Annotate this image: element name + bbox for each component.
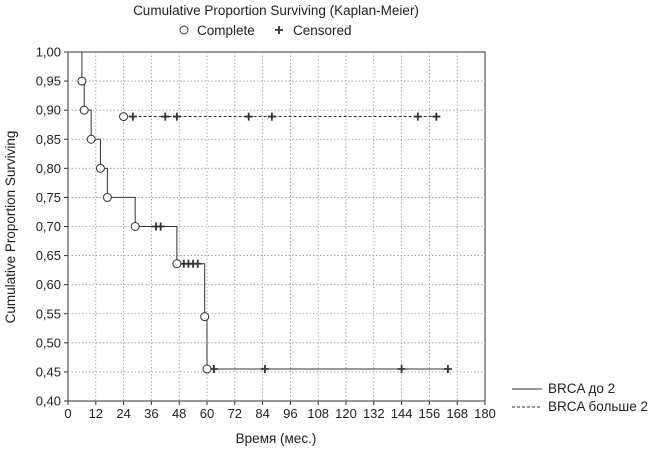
complete-marker-icon: [179, 25, 189, 35]
x-tick-label: 60: [200, 406, 214, 421]
complete-marker: [102, 192, 112, 202]
x-axis-title: Время (мес.): [236, 431, 317, 446]
y-tick-label: 0,50: [36, 335, 61, 350]
x-tick-label: 120: [335, 406, 357, 421]
x-tick-label: 84: [255, 406, 269, 421]
censored-legend-label: Censored: [293, 23, 352, 38]
censored-marker: [443, 365, 452, 374]
x-tick-label: 144: [391, 406, 413, 421]
series-legend: BRCA до 2 BRCA больше 2: [512, 381, 648, 414]
x-tick-label: 168: [446, 406, 468, 421]
censored-marker: [128, 112, 137, 121]
complete-legend-label: Complete: [197, 23, 255, 38]
complete-marker: [200, 312, 210, 322]
grid: [68, 52, 485, 401]
censored-marker: [267, 112, 276, 121]
y-tick-label: 0,60: [36, 277, 61, 292]
y-tick-label: 0,90: [36, 103, 61, 118]
legend-series-2-label: BRCA больше 2: [548, 399, 648, 414]
complete-marker: [202, 364, 212, 374]
marker-legend: Complete Censored: [179, 23, 352, 38]
censored-marker: [156, 222, 165, 231]
censored-marker-icon: [275, 26, 283, 34]
y-tick-label: 0,40: [36, 394, 61, 409]
y-tick-label: 0,85: [36, 132, 61, 147]
x-tick-label: 156: [419, 406, 441, 421]
y-tick-label: 0,65: [36, 248, 61, 263]
x-tick-label: 180: [474, 406, 496, 421]
censored-marker: [172, 112, 181, 121]
censored-marker: [397, 365, 406, 374]
complete-marker: [172, 259, 182, 269]
y-tick-label: 1,00: [36, 45, 61, 60]
censored-marker: [260, 365, 269, 374]
y-axis-ticks: 0,40 0,45 0,50 0,55 0,60 0,65 0,70 0,75 0,80 0,85…: [36, 45, 68, 409]
x-tick-label: 72: [228, 406, 242, 421]
plot-area: [67, 51, 486, 402]
y-tick-label: 0,45: [36, 364, 61, 379]
complete-marker: [79, 105, 89, 115]
y-tick-label: 0,55: [36, 306, 61, 321]
censored-marker: [413, 112, 422, 121]
complete-marker: [86, 134, 96, 144]
y-tick-label: 0,95: [36, 74, 61, 89]
markers: [77, 76, 452, 374]
x-tick-label: 0: [64, 406, 71, 421]
complete-marker: [130, 222, 140, 231]
censored-marker: [432, 112, 441, 121]
x-axis-ticks: 0 12 24 36 48 60 72 84 96 108 120 132 144 156 168 180: [64, 401, 496, 421]
x-tick-label: 36: [144, 406, 158, 421]
y-tick-label: 0,70: [36, 219, 61, 234]
complete-marker: [95, 163, 105, 173]
y-axis-title: Cumulative Proportion Surviving: [3, 131, 18, 324]
x-tick-label: 132: [363, 406, 385, 421]
censored-marker: [244, 112, 253, 121]
chart-title: Cumulative Proportion Surviving (Kaplan-…: [133, 3, 419, 18]
x-tick-label: 48: [172, 406, 186, 421]
legend-series-1-label: BRCA до 2: [548, 381, 615, 396]
censored-marker: [161, 112, 170, 121]
x-tick-label: 96: [283, 406, 297, 421]
x-tick-label: 108: [307, 406, 329, 421]
complete-marker: [77, 76, 87, 86]
complete-marker: [119, 112, 129, 122]
censored-marker: [193, 259, 202, 268]
y-tick-label: 0,75: [36, 190, 61, 205]
x-tick-label: 24: [116, 406, 130, 421]
x-tick-label: 12: [89, 406, 103, 421]
y-tick-label: 0,80: [36, 161, 61, 176]
